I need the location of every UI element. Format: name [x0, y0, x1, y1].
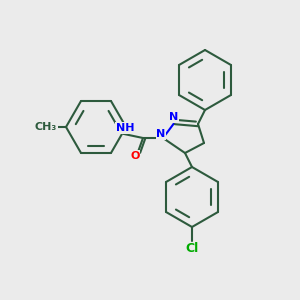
Text: CH₃: CH₃	[35, 122, 57, 132]
Text: Cl: Cl	[185, 242, 199, 256]
Text: NH: NH	[116, 123, 134, 133]
Text: N: N	[169, 112, 178, 122]
Text: O: O	[130, 151, 140, 161]
Text: N: N	[156, 129, 166, 139]
